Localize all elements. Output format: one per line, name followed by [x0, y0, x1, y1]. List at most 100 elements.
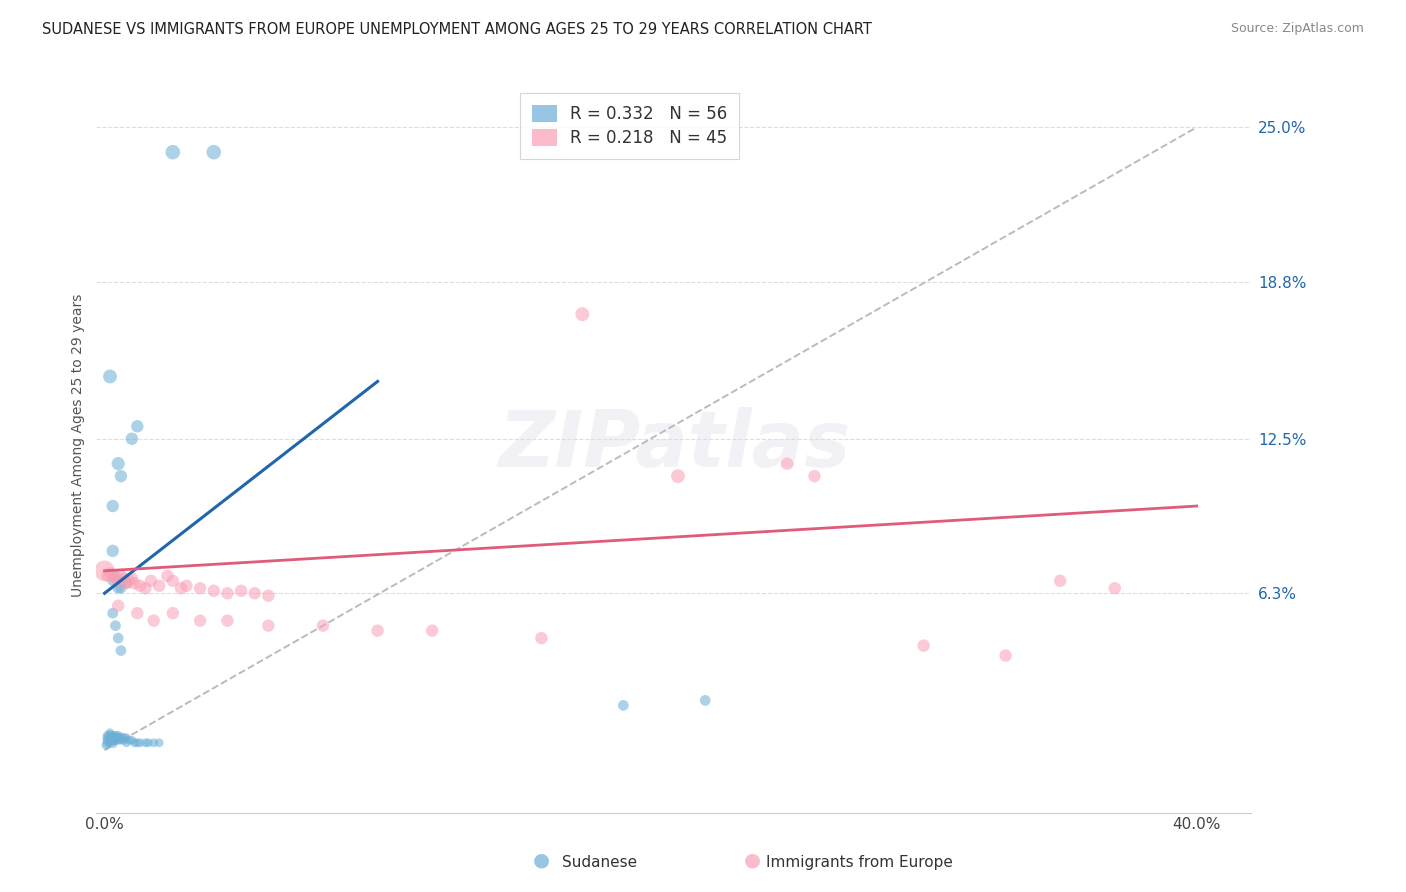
Point [101, 733, 124, 747]
Point [101, 499, 124, 513]
Text: ●: ● [533, 851, 550, 870]
Point [115, 736, 138, 750]
Point [1049, 574, 1071, 588]
Text: Immigrants from Europe: Immigrants from Europe [766, 855, 953, 870]
Point [420, 624, 443, 638]
Point [202, 583, 225, 598]
Point [115, 731, 138, 745]
Point [101, 544, 124, 558]
Point [112, 571, 135, 585]
Point [107, 631, 129, 645]
Point [104, 728, 127, 742]
Point [98, 728, 121, 742]
Point [104, 618, 127, 632]
Point [217, 614, 239, 628]
Point [96, 733, 118, 747]
Point [96, 728, 118, 742]
Text: ●: ● [744, 851, 761, 870]
Point [121, 733, 143, 747]
Point [118, 574, 141, 588]
Point [127, 736, 149, 750]
Point [176, 579, 198, 593]
Point [695, 693, 717, 707]
Point [148, 736, 170, 750]
Point [162, 145, 184, 160]
Point [104, 733, 127, 747]
Point [188, 614, 211, 628]
Point [803, 469, 825, 483]
Point [530, 631, 553, 645]
Text: Sudanese: Sudanese [562, 855, 637, 870]
Point [98, 736, 121, 750]
Point [124, 576, 146, 591]
Point [98, 731, 121, 745]
Point [101, 574, 124, 588]
Point [136, 736, 159, 750]
Point [110, 731, 132, 745]
Point [98, 726, 121, 740]
Point [101, 731, 124, 745]
Point [257, 589, 280, 603]
Point [257, 618, 280, 632]
Point [217, 586, 239, 600]
Point [107, 733, 129, 747]
Point [571, 307, 593, 321]
Point [107, 728, 129, 742]
Point [107, 581, 129, 595]
Point [612, 698, 634, 713]
Point [129, 579, 152, 593]
Point [127, 419, 149, 434]
Point [94, 738, 117, 752]
Point [148, 579, 170, 593]
Legend: R = 0.332   N = 56, R = 0.218   N = 45: R = 0.332 N = 56, R = 0.218 N = 45 [520, 93, 740, 159]
Point [367, 624, 389, 638]
Point [118, 733, 141, 747]
Point [134, 736, 156, 750]
Point [110, 643, 132, 657]
Point [170, 581, 193, 595]
Point [110, 569, 132, 583]
Point [107, 599, 129, 613]
Point [101, 606, 124, 620]
Point [912, 639, 935, 653]
Point [110, 733, 132, 747]
Point [156, 569, 179, 583]
Point [93, 564, 115, 578]
Point [124, 736, 146, 750]
Point [188, 581, 211, 595]
Y-axis label: Unemployment Among Ages 25 to 29 years: Unemployment Among Ages 25 to 29 years [72, 293, 86, 597]
Point [666, 469, 689, 483]
Point [1104, 581, 1126, 595]
Point [104, 731, 127, 745]
Point [98, 369, 121, 384]
Point [112, 733, 135, 747]
Point [96, 731, 118, 745]
Point [98, 566, 121, 581]
Text: Source: ZipAtlas.com: Source: ZipAtlas.com [1230, 22, 1364, 36]
Point [107, 731, 129, 745]
Point [115, 576, 138, 591]
Point [139, 574, 162, 588]
Point [96, 736, 118, 750]
Point [776, 457, 799, 471]
Point [162, 574, 184, 588]
Point [112, 731, 135, 745]
Point [121, 432, 143, 446]
Point [104, 571, 127, 585]
Point [112, 574, 135, 588]
Point [243, 586, 266, 600]
Point [98, 733, 121, 747]
Point [127, 606, 149, 620]
Point [96, 569, 118, 583]
Point [101, 736, 124, 750]
Point [994, 648, 1017, 663]
Point [110, 581, 132, 595]
Point [312, 618, 335, 632]
Point [162, 606, 184, 620]
Point [229, 583, 252, 598]
Point [115, 576, 138, 591]
Point [202, 145, 225, 160]
Point [134, 581, 156, 595]
Point [101, 569, 124, 583]
Point [121, 571, 143, 585]
